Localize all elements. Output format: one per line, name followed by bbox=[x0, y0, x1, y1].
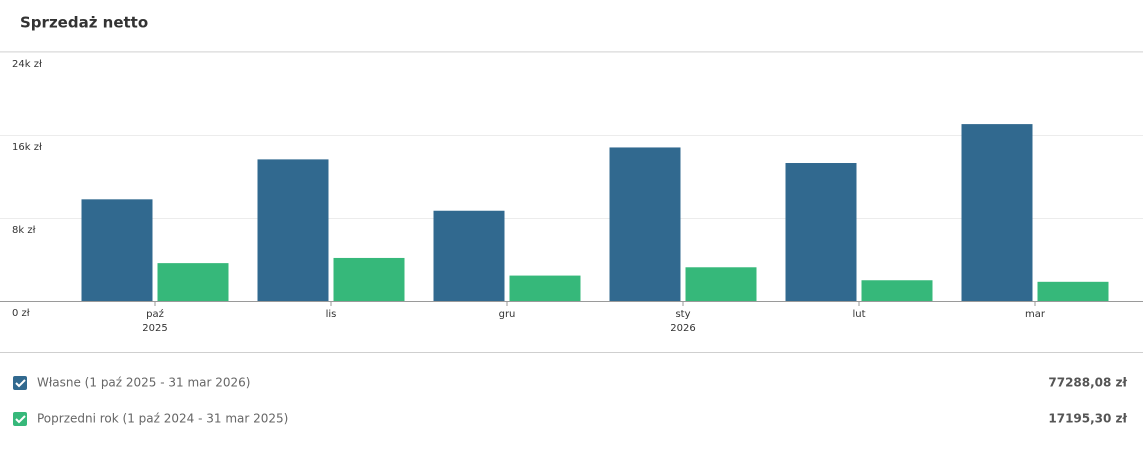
bar bbox=[961, 124, 1033, 301]
bar bbox=[333, 257, 405, 301]
legend-check bbox=[15, 379, 26, 388]
x-tick-label: lut bbox=[852, 309, 865, 320]
bar bbox=[609, 147, 681, 301]
y-tick-label: 16k zł bbox=[12, 142, 42, 153]
legend-total: 17195,30 zł bbox=[1048, 412, 1127, 426]
x-tick-label: lis bbox=[326, 309, 337, 320]
legend-label: Własne (1 paź 2025 - 31 mar 2026) bbox=[37, 376, 251, 390]
bar bbox=[509, 275, 581, 301]
x-tick-label: sty bbox=[675, 309, 690, 320]
legend-label: Poprzedni rok (1 paź 2024 - 31 mar 2025) bbox=[37, 412, 288, 426]
y-tick-label: 8k zł bbox=[12, 225, 36, 236]
bar bbox=[257, 159, 329, 301]
bar bbox=[685, 267, 757, 301]
legend-checkbox[interactable] bbox=[13, 376, 27, 390]
x-tick-label: paź bbox=[146, 308, 164, 320]
legend-total: 77288,08 zł bbox=[1048, 376, 1127, 390]
bar bbox=[157, 263, 229, 301]
y-tick-label: 0 zł bbox=[12, 308, 30, 319]
legend-checkbox[interactable] bbox=[13, 412, 27, 426]
legend-check bbox=[15, 415, 26, 424]
x-tick-label: gru bbox=[499, 309, 516, 320]
bar bbox=[785, 163, 857, 301]
bar bbox=[861, 280, 933, 301]
bar bbox=[433, 210, 505, 301]
x-year-label: 2026 bbox=[670, 323, 695, 334]
chart-title: Sprzedaż netto bbox=[20, 14, 148, 32]
x-year-label: 2025 bbox=[142, 323, 167, 334]
bar bbox=[81, 199, 153, 301]
x-tick-label: mar bbox=[1025, 309, 1046, 320]
y-tick-label: 24k zł bbox=[12, 59, 42, 70]
bar bbox=[1037, 281, 1109, 301]
